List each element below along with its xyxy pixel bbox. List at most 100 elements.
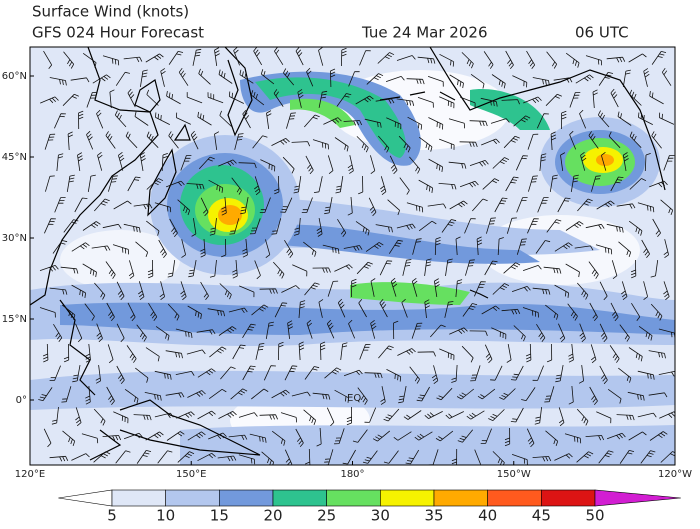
- wind-barb: [71, 242, 90, 252]
- wind-barb: [455, 236, 461, 256]
- wind-barb: [221, 238, 227, 258]
- wind-barb: [505, 50, 514, 70]
- wind-barb: [102, 435, 122, 441]
- wind-barb: [318, 90, 328, 108]
- wind-barb: [606, 223, 624, 233]
- wind-barb: [71, 284, 86, 298]
- wind-barb: [116, 365, 125, 385]
- wind-barb: [305, 155, 314, 175]
- wind-barb: [417, 97, 434, 108]
- wind-barb: [651, 51, 667, 65]
- wind-barb: [166, 431, 185, 441]
- wind-barb: [644, 153, 651, 172]
- wind-barb: [221, 196, 227, 216]
- wind-barb: [165, 350, 183, 359]
- wind-barb: [659, 411, 675, 419]
- wind-barb: [629, 178, 647, 190]
- wind-barb: [611, 260, 618, 280]
- wind-barb: [618, 241, 632, 258]
- wind-barb: [409, 366, 420, 384]
- wind-barb: [469, 160, 489, 167]
- wind-barb: [178, 67, 189, 86]
- wind-barb: [628, 220, 643, 236]
- wind-barb: [200, 238, 206, 258]
- wind-barb: [295, 47, 304, 66]
- wind-barb: [301, 197, 313, 213]
- wind-barb: [283, 68, 295, 86]
- wind-barb: [61, 386, 72, 403]
- wind-barb: [254, 260, 261, 280]
- wind-barb: [364, 372, 383, 379]
- wind-barb: [106, 302, 115, 322]
- wind-barb: [439, 138, 455, 150]
- wind-barb: [396, 223, 416, 230]
- wind-barb: [490, 118, 510, 124]
- wind-barb: [483, 51, 494, 69]
- wind-barb: [336, 93, 352, 107]
- wind-barb: [601, 151, 607, 171]
- wind-barb: [537, 197, 549, 213]
- wind-barb: [523, 96, 542, 104]
- wind-barb: [380, 176, 387, 196]
- wind-barbs: [38, 47, 675, 465]
- wind-barb: [169, 218, 178, 238]
- wind-barb: [176, 112, 191, 125]
- wind-barb: [208, 179, 224, 193]
- wind-barb: [365, 242, 384, 252]
- wind-barb: [580, 151, 587, 171]
- wind-barb: [249, 433, 267, 443]
- wind-barb: [638, 325, 653, 341]
- wind-barb: [284, 449, 293, 465]
- wind-barb: [239, 285, 255, 298]
- wind-barb: [488, 409, 505, 421]
- wind-barb: [598, 72, 614, 86]
- wind-barb: [295, 428, 304, 448]
- wind-barb: [412, 238, 422, 255]
- wind-barb: [197, 111, 212, 126]
- wind-barb: [265, 239, 271, 259]
- wind-barb: [214, 131, 220, 150]
- wind-barb: [505, 176, 519, 192]
- wind-barb: [271, 389, 290, 399]
- wind-barb: [56, 153, 64, 172]
- wind-barb: [91, 245, 111, 251]
- wind-barb: [136, 450, 152, 464]
- wind-barb: [139, 152, 146, 171]
- wind-barb: [148, 302, 158, 322]
- wind-barb: [387, 199, 400, 216]
- wind-barb: [536, 113, 549, 129]
- colorbar-label: 15: [210, 507, 229, 525]
- wind-barb: [627, 391, 645, 401]
- wind-barb: [638, 112, 653, 125]
- wind-barb: [49, 365, 61, 381]
- wind-barb: [284, 365, 298, 381]
- wind-barb: [501, 99, 520, 105]
- wind-barb: [284, 239, 294, 259]
- wind-barb: [355, 95, 374, 105]
- wind-barb: [397, 348, 416, 356]
- wind-barb: [232, 259, 238, 279]
- wind-barb: [356, 261, 373, 275]
- wind-barb: [388, 239, 403, 254]
- wind-barb: [133, 203, 153, 210]
- wind-barb: [637, 202, 655, 213]
- wind-barb: [208, 388, 227, 400]
- wind-barb: [167, 303, 180, 321]
- wind-barb: [490, 365, 503, 381]
- wind-barb: [372, 430, 391, 442]
- time: 06 UTC: [575, 24, 629, 42]
- wind-barb: [266, 110, 272, 129]
- wind-barb: [379, 298, 388, 318]
- wind-barb: [123, 432, 143, 440]
- wind-barb: [313, 176, 323, 193]
- wind-barb: [511, 286, 531, 292]
- wind-barb: [124, 388, 139, 404]
- wind-barb: [265, 321, 274, 339]
- wind-barb: [608, 131, 621, 149]
- wind-barb: [51, 406, 59, 425]
- wind-barb: [187, 431, 206, 441]
- wind-barb: [271, 138, 290, 146]
- wind-barb: [232, 344, 246, 360]
- wind-barb: [197, 368, 216, 378]
- wind-barb: [209, 259, 217, 278]
